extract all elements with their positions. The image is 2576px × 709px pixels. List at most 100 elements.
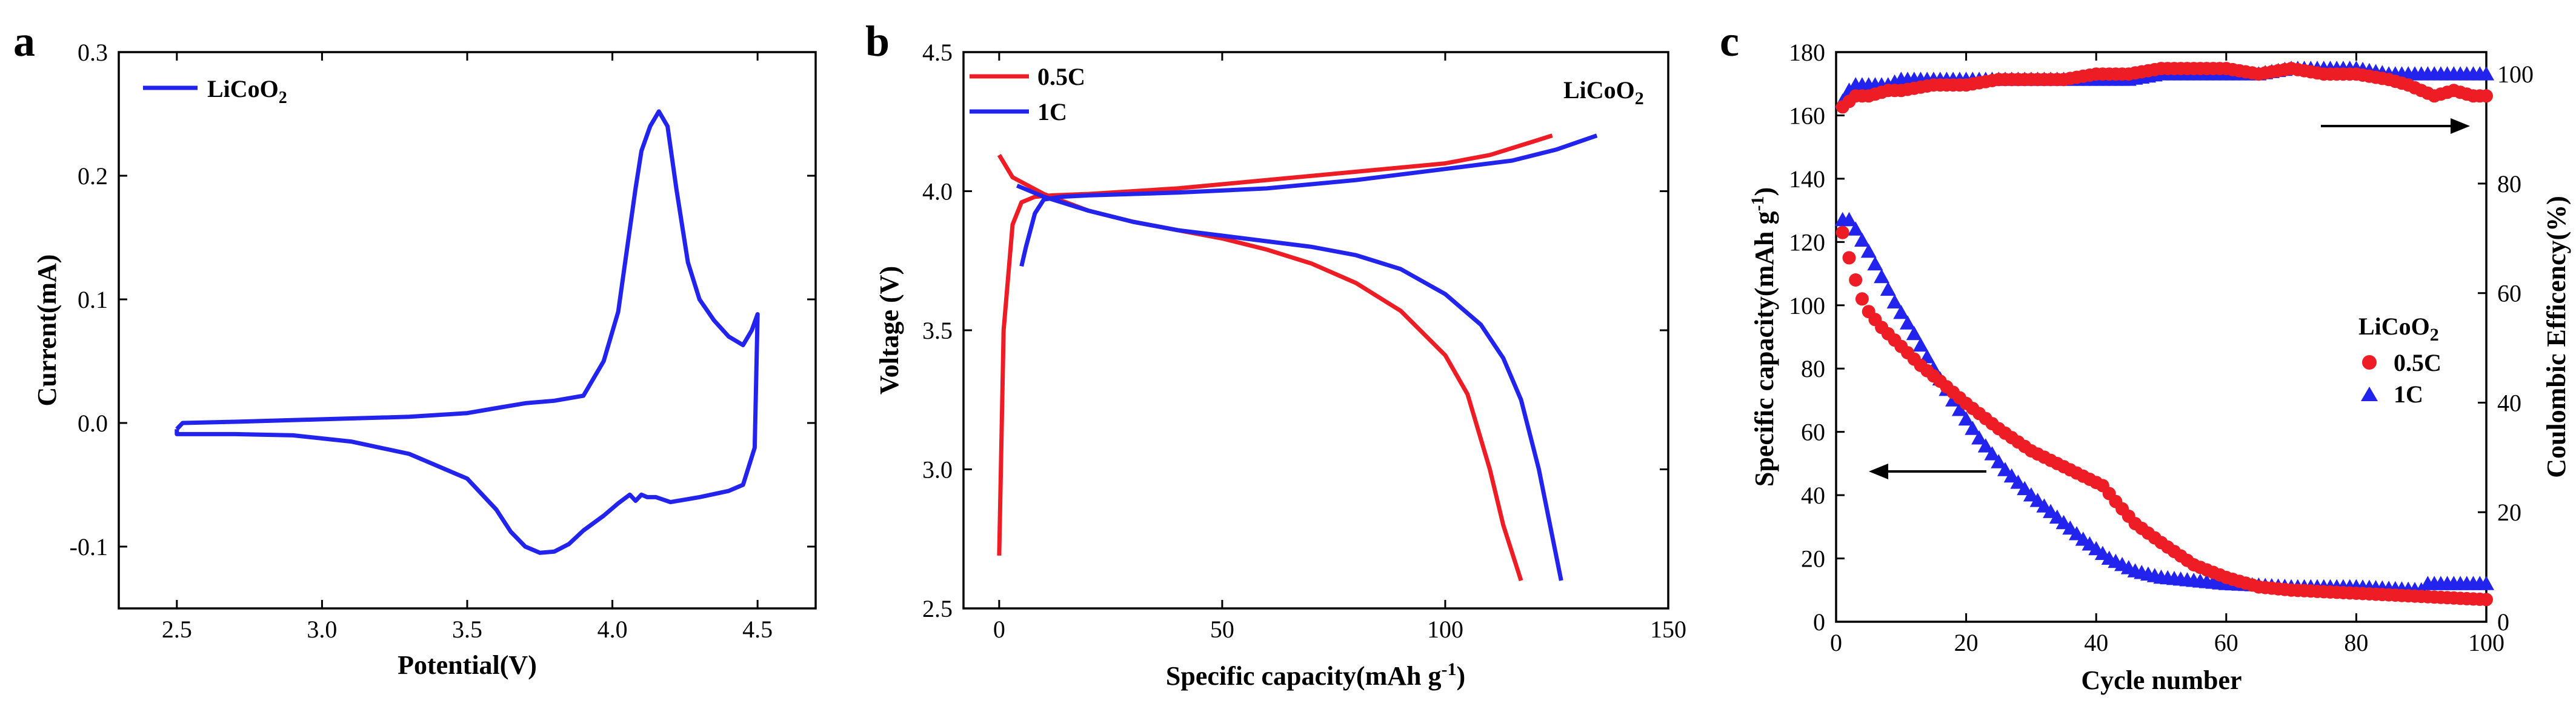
panel-c-capacity-0-5C-point bbox=[1842, 251, 1856, 265]
panel-a-x-tick-label: 2.5 bbox=[162, 616, 192, 643]
panel-a-x-tick-label: 3.0 bbox=[307, 616, 337, 643]
panel-c-capacity-1C-point bbox=[1886, 294, 1903, 308]
panel-c-arrow-right bbox=[2321, 118, 2470, 134]
panel-c-capacity-1C-point bbox=[1965, 421, 1981, 435]
panel-c-capacity-1C-point bbox=[1893, 305, 1909, 319]
panel-c-capacity-1C-point bbox=[2003, 468, 2020, 483]
panel-c-capacity-1C-point bbox=[1991, 454, 2007, 468]
panel-c-y-tick-label: 100 bbox=[1789, 292, 1825, 319]
panel-c-efficiency-1C-point bbox=[2478, 66, 2494, 81]
panel-b-y-tick-label: 2.5 bbox=[922, 595, 953, 622]
panel-a-x-tick-label: 4.5 bbox=[742, 616, 773, 643]
panel-c-y-tick-label: 160 bbox=[1789, 102, 1825, 129]
panel-c-y2-tick-label: 100 bbox=[2497, 61, 2534, 88]
panel-c-data bbox=[1834, 61, 2494, 607]
panel-c-y2-tick-label: 40 bbox=[2497, 389, 2521, 416]
panel-c: c 0 20 40 60 80 10002040608010012014016018002… bbox=[1720, 17, 2571, 695]
panel-c-y-tick-label: 60 bbox=[1801, 419, 1825, 446]
panel-c-ticks: 0 20 40 60 80 1000204060801001201401601800204… bbox=[1789, 39, 2534, 656]
panel-b-y-tick-label: 4.5 bbox=[922, 39, 953, 66]
panel-c-capacity-1C-point bbox=[1971, 430, 1988, 445]
panel-c-y2-tick-label: 60 bbox=[2497, 280, 2521, 307]
panel-b: b 0 50 100 150 2.5 3.0 3.5 4.0 4.5 Specific capa… bbox=[865, 17, 1686, 691]
panel-a-x-axis-label: Potential(V) bbox=[398, 650, 537, 680]
panel-c-y2-axis-label: Coulombic Efficency(%) bbox=[2541, 196, 2571, 478]
panel-a-x-tick-label: 3.5 bbox=[452, 616, 482, 643]
panel-c-y-tick-label: 80 bbox=[1801, 355, 1825, 382]
panel-a-legend-label: LiCoO2 bbox=[207, 75, 287, 107]
panel-a-y-axis-label: Current(mA) bbox=[32, 255, 62, 407]
panel-a-y-tick-label: 0.1 bbox=[78, 286, 108, 313]
panel-c-capacity-1C-point bbox=[1874, 268, 1890, 284]
panel-c-y-tick-label: 180 bbox=[1789, 39, 1825, 66]
panel-c-capacity-1C-point bbox=[1951, 402, 1968, 416]
panel-c-capacity-1C-point bbox=[1900, 315, 1915, 330]
panel-c-capacity-1C-point bbox=[1867, 256, 1883, 271]
panel-a-y-tick-label: 0.3 bbox=[78, 39, 108, 66]
panel-b-y-tick-label: 3.0 bbox=[922, 456, 953, 484]
panel-c-y-axis-label: Specific capacity(mAh g-1) bbox=[1748, 187, 1779, 487]
panel-c-legend-label-1C: 1C bbox=[2394, 381, 2423, 408]
panel-b-0-5c-charge-curve bbox=[997, 133, 1553, 556]
panel-c-capacity-1C-point bbox=[1841, 211, 1857, 227]
panel-c-legend-title: LiCoO2 bbox=[2358, 313, 2439, 345]
panel-b-x-tick-label: 100 bbox=[1427, 616, 1463, 643]
panel-c-x-tick-label: 60 bbox=[2214, 629, 2238, 656]
panel-a-plot-frame bbox=[118, 51, 817, 610]
panel-a-y-tick-label: 0.2 bbox=[78, 162, 108, 190]
panel-c-x-tick-label: 0 bbox=[1830, 629, 1842, 656]
panel-c-capacity-0-5C-point bbox=[2480, 593, 2493, 607]
panel-b-x-tick-label: 150 bbox=[1650, 616, 1686, 643]
panel-c-legend-marker-1C bbox=[2361, 387, 2378, 401]
panel-c-x-tick-label: 100 bbox=[2468, 629, 2504, 656]
panel-a-letter: a bbox=[13, 17, 35, 65]
panel-c-capacity-1C-point bbox=[2017, 481, 2033, 496]
panel-c-capacity-1C-point bbox=[1848, 221, 1864, 236]
panel-b-0-5c-discharge-curve bbox=[997, 153, 1523, 582]
panel-c-arrow-right-head bbox=[2451, 118, 2470, 134]
panel-b-1c-charge-curve bbox=[1019, 133, 1598, 267]
panel-c-y2-tick-label: 0 bbox=[2497, 608, 2509, 636]
panel-b-plot-frame bbox=[962, 51, 1669, 610]
panel-c-y2-tick-label: 20 bbox=[2497, 499, 2521, 526]
panel-a-ticks: 2.5 3.0 3.5 4.0 4.5 -0.1 0.0 0.1 0.2 0.3 bbox=[70, 39, 816, 643]
panel-c-capacity-1C-point bbox=[1984, 446, 2000, 461]
panel-b-legend-label-1C: 1C bbox=[1037, 98, 1067, 125]
panel-c-capacity-1C-point bbox=[1958, 411, 1974, 426]
panel-b-y-axis-label: Voltage (V) bbox=[874, 266, 904, 394]
panel-c-y-tick-label: 20 bbox=[1801, 545, 1825, 573]
panel-c-capacity-0-5C-point bbox=[1855, 292, 1869, 306]
panel-c-x-axis-label: Cycle number bbox=[2081, 665, 2242, 695]
panel-c-arrow-left bbox=[1869, 464, 1986, 479]
panel-a-y-tick-label: -0.1 bbox=[70, 533, 108, 561]
panel-c-y-tick-label: 40 bbox=[1801, 482, 1825, 509]
panel-b-1c-discharge-curve bbox=[1016, 184, 1563, 581]
panel-c-efficiency-0-5C-point bbox=[2480, 89, 2493, 103]
panel-c-capacity-1C-point bbox=[1854, 232, 1870, 247]
panel-a-cv-curve bbox=[175, 109, 760, 555]
panel-c-legend-marker-0-5C bbox=[2362, 355, 2377, 370]
panel-c-arrow-left-head bbox=[1869, 464, 1888, 479]
panel-a-y-tick-label: 0.0 bbox=[78, 410, 108, 437]
panel-b-letter: b bbox=[865, 17, 890, 65]
panel-c-plot-frame bbox=[1835, 51, 2488, 623]
panel-c-capacity-1C-point bbox=[1906, 325, 1922, 341]
panel-c-x-tick-label: 80 bbox=[2344, 629, 2368, 656]
panel-a: a 2.5 3.0 3.5 4.0 4.5 -0.1 0.0 0.1 0.2 0.3 Potent… bbox=[13, 17, 817, 680]
panel-c-y-tick-label: 120 bbox=[1789, 228, 1825, 256]
panel-c-capacity-1C-point bbox=[1912, 337, 1929, 352]
panel-b-ticks: 0 50 100 150 2.5 3.0 3.5 4.0 4.5 bbox=[922, 39, 1686, 643]
panel-c-x-tick-label: 20 bbox=[1954, 629, 1979, 656]
panel-c-capacity-0-5C-point bbox=[1835, 225, 1849, 239]
panel-b-x-axis-label: Specific capacity(mAh g-1) bbox=[1166, 659, 1465, 691]
panel-c-capacity-1C-point bbox=[2478, 576, 2494, 590]
panel-c-capacity-1C-point bbox=[2010, 474, 2026, 489]
panel-a-x-tick-label: 4.0 bbox=[597, 616, 628, 643]
panel-c-y2-tick-label: 80 bbox=[2497, 170, 2521, 198]
panel-c-y-tick-label: 140 bbox=[1789, 165, 1825, 193]
panel-c-capacity-1C-point bbox=[1880, 281, 1896, 296]
panel-c-capacity-1C-point bbox=[1977, 438, 1994, 453]
panel-c-legend-label-0-5C: 0.5C bbox=[2394, 349, 2441, 376]
panel-b-x-tick-label: 0 bbox=[993, 616, 1005, 643]
